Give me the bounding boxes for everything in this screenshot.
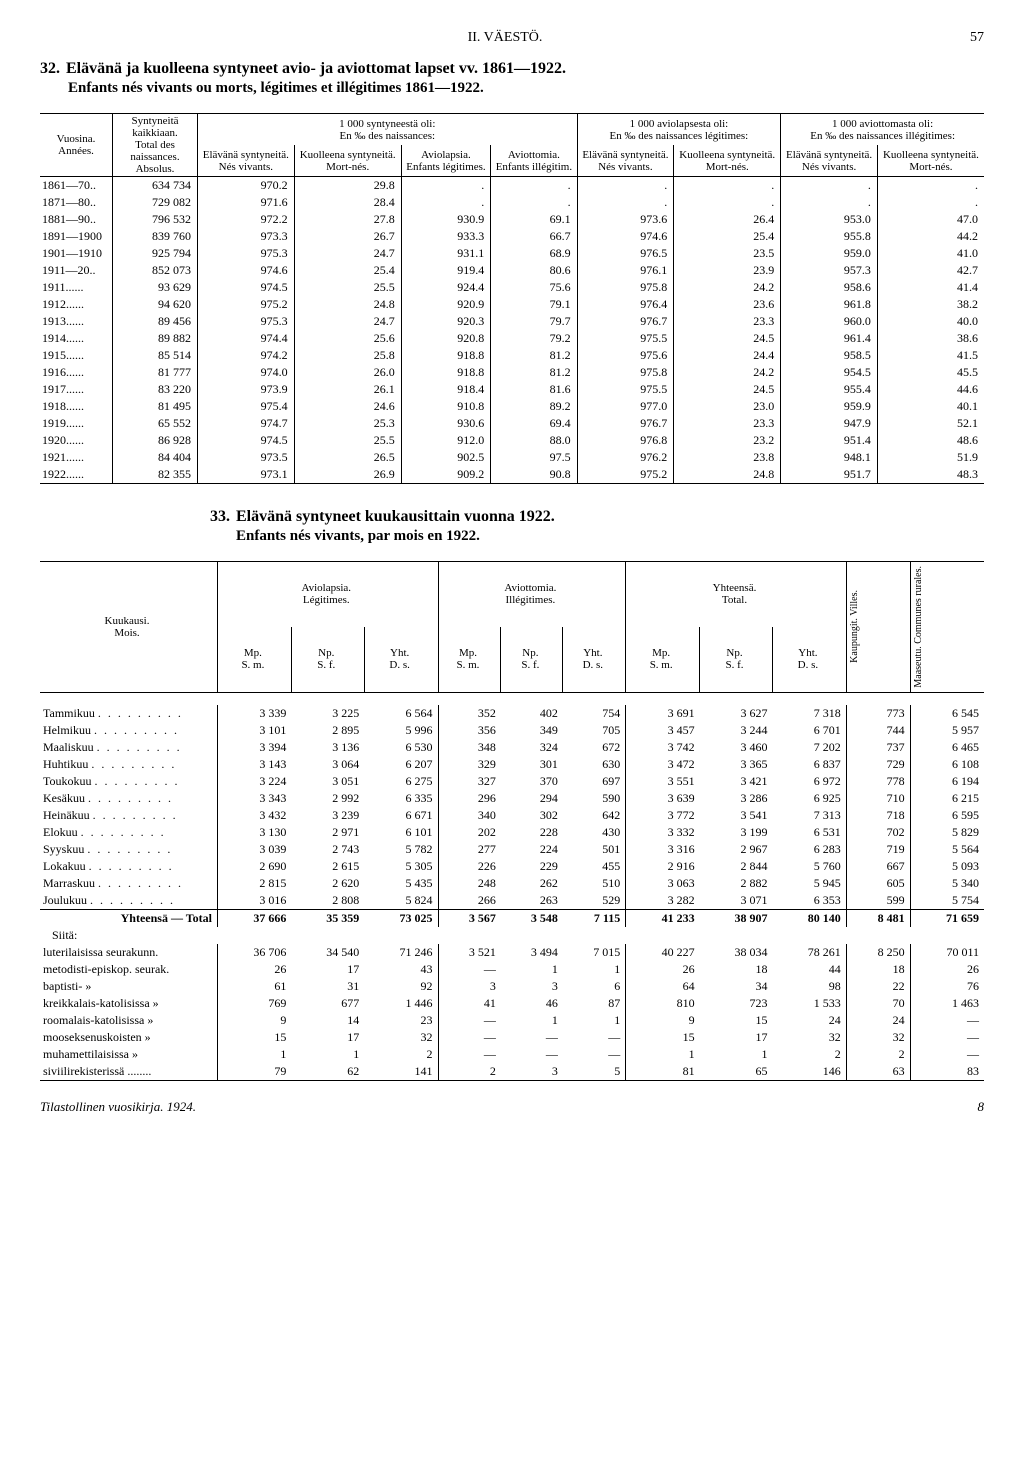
table-row: 1881—90..796 532972.227.8930.969.1973.62… [40, 211, 984, 228]
total-row: Yhteensä — Total37 66635 35973 0253 5673… [40, 909, 984, 927]
section-33-title: 33. Elävänä syntyneet kuukausittain vuonn… [40, 508, 984, 526]
table-row: 1912......94 620975.224.8920.979.1976.42… [40, 296, 984, 313]
table-row: roomalais-katolisissa »91423—119152424— [40, 1012, 984, 1029]
page-footer: Tilastollinen vuosikirja. 1924. 8 [40, 1099, 984, 1115]
table-row: baptisti- »6131923366434982276 [40, 978, 984, 995]
table-row: Joulukuu . . . . . . . . .3 0162 8085 82… [40, 892, 984, 910]
table-row: luterilaisissa seurakunn.36 70634 54071 … [40, 944, 984, 961]
section-32-title-text: Elävänä ja kuolleena syntyneet avio- ja … [66, 60, 566, 77]
page-number: 57 [970, 30, 984, 46]
table-row: Marraskuu . . . . . . . . .2 8152 6205 4… [40, 875, 984, 892]
table-row: 1914......89 882974.425.6920.879.2975.52… [40, 330, 984, 347]
table-row: 1917......83 220973.926.1918.481.6975.52… [40, 381, 984, 398]
table-32: Vuosina.Années. Syntyneitä kaikkiaan.Tot… [40, 113, 984, 484]
table-row: metodisti-episkop. seurak.261743—1126184… [40, 961, 984, 978]
table-row: mooseksenuskoisten »151732———15173232— [40, 1029, 984, 1046]
section-33-subtitle: Enfants nés vivants, par mois en 1922. [40, 528, 984, 545]
table-row: 1891—1900839 760973.326.7933.366.7974.62… [40, 228, 984, 245]
table-row: Helmikuu . . . . . . . . .3 1012 8955 99… [40, 722, 984, 739]
section-33-title-text: Elävänä syntyneet kuukausittain vuonna 1… [236, 508, 555, 525]
table-33-head: Kuukausi.Mois. Aviolapsia.Légitimes. Avi… [40, 562, 984, 693]
table-row: Huhtikuu . . . . . . . . .3 1433 0646 20… [40, 756, 984, 773]
footer-left: Tilastollinen vuosikirja. 1924. [40, 1099, 196, 1115]
table-row: muhamettilaisissa »112———1122— [40, 1046, 984, 1063]
table-row: Lokakuu . . . . . . . . .2 6902 6155 305… [40, 858, 984, 875]
section-32-subtitle: Enfants nés vivants ou morts, légitimes … [40, 80, 984, 97]
table-row: 1861—70..634 734970.229.8...... [40, 177, 984, 195]
table-row: Toukokuu . . . . . . . . .3 2243 0516 27… [40, 773, 984, 790]
table-row: 1916......81 777974.026.0918.881.2975.82… [40, 364, 984, 381]
table-row: Maaliskuu . . . . . . . . .3 3943 1366 5… [40, 739, 984, 756]
table-row: 1922......82 355973.126.9909.290.8975.22… [40, 466, 984, 484]
page-header: II. VÄESTÖ. 57 [40, 30, 984, 46]
table-32-body: 1861—70..634 734970.229.8......1871—80..… [40, 177, 984, 484]
table-row: Syyskuu . . . . . . . . .3 0392 7435 782… [40, 841, 984, 858]
table-row: siviilirekisterissä ........796214123581… [40, 1063, 984, 1081]
table-row: kreikkalais-katolisissa »7696771 4464146… [40, 995, 984, 1012]
table-row: 1911—20..852 073974.625.4919.480.6976.12… [40, 262, 984, 279]
table-row: Elokuu . . . . . . . . .3 1302 9716 1012… [40, 824, 984, 841]
table-row: 1871—80..729 082971.628.4...... [40, 194, 984, 211]
footer-right: 8 [978, 1099, 985, 1115]
section-32-num: 32. [40, 60, 60, 77]
table-row: 1920......86 928974.525.5912.088.0976.82… [40, 432, 984, 449]
table-row: 1919......65 552974.725.3930.669.4976.72… [40, 415, 984, 432]
table-row: Heinäkuu . . . . . . . . .3 4323 2396 67… [40, 807, 984, 824]
table-row: Kesäkuu . . . . . . . . .3 3432 9926 335… [40, 790, 984, 807]
section-33-num: 33. [210, 508, 230, 525]
section-label: II. VÄESTÖ. [468, 30, 543, 46]
table-row: 1915......85 514974.225.8918.881.2975.62… [40, 347, 984, 364]
table-33: Kuukausi.Mois. Aviolapsia.Légitimes. Avi… [40, 561, 984, 1081]
table-row: 1913......89 456975.324.7920.379.7976.72… [40, 313, 984, 330]
table-row: 1911......93 629974.525.5924.475.6975.82… [40, 279, 984, 296]
section-32-title: 32. Elävänä ja kuolleena syntyneet avio- … [40, 60, 984, 78]
table-row: Tammikuu . . . . . . . . .3 3393 2256 56… [40, 705, 984, 722]
table-33-body: Tammikuu . . . . . . . . .3 3393 2256 56… [40, 692, 984, 1080]
table-row: 1921......84 404973.526.5902.597.5976.22… [40, 449, 984, 466]
table-row: 1918......81 495975.424.6910.889.2977.02… [40, 398, 984, 415]
table-32-head: Vuosina.Années. Syntyneitä kaikkiaan.Tot… [40, 114, 984, 177]
table-row: 1901—1910925 794975.324.7931.168.9976.52… [40, 245, 984, 262]
